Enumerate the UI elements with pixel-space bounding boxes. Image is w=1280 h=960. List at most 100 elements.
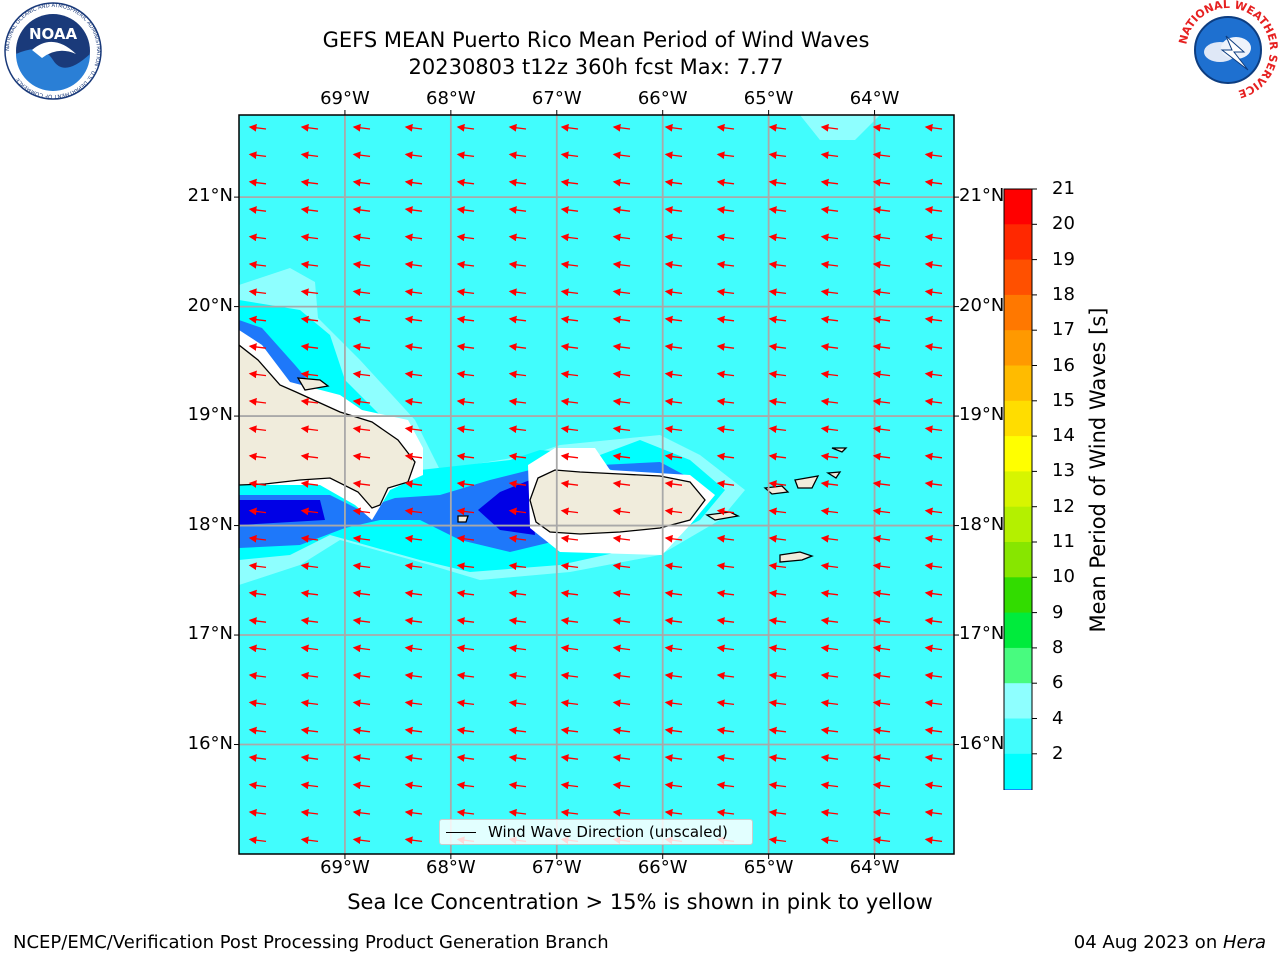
wave-direction-arrow — [716, 315, 735, 324]
wave-direction-arrow — [612, 206, 631, 214]
wave-direction-arrow — [352, 480, 371, 488]
colorbar — [1003, 188, 1037, 790]
wave-direction-arrow — [768, 589, 787, 598]
colorbar-segment — [1004, 683, 1032, 719]
wave-direction-arrow — [352, 425, 371, 434]
latitude-label: 17°N — [959, 623, 1005, 645]
wave-direction-arrow — [924, 425, 943, 434]
wave-direction-arrow — [664, 507, 683, 516]
wave-direction-arrow — [508, 233, 527, 242]
wave-direction-arrow — [716, 589, 735, 598]
wave-direction-arrow — [924, 726, 943, 735]
wave-direction-arrow — [352, 507, 371, 516]
wave-direction-arrow — [872, 589, 891, 598]
wave-direction-arrow — [404, 562, 423, 571]
wave-direction-arrow — [248, 260, 267, 269]
latitude-label: 16°N — [959, 732, 1005, 754]
wave-direction-arrow — [248, 480, 267, 488]
wave-direction-arrow — [872, 425, 891, 434]
wave-direction-arrow — [300, 288, 319, 297]
wave-direction-arrow — [560, 617, 579, 625]
wave-direction-arrow — [248, 534, 267, 543]
wave-direction-arrow — [768, 671, 787, 680]
wave-direction-arrow — [352, 123, 371, 132]
st-croix-land — [779, 551, 814, 563]
wave-direction-arrow — [560, 178, 579, 187]
sea-ice-note: Sea Ice Concentration > 15% is shown in … — [347, 890, 933, 914]
wave-direction-arrow — [768, 425, 787, 434]
latitude-label: 18°N — [187, 513, 233, 535]
colorbar-segment — [1004, 542, 1032, 578]
wave-direction-arrow — [456, 781, 475, 790]
longitude-label: 64°W — [849, 88, 900, 109]
wave-direction-arrow — [820, 562, 839, 571]
wave-direction-arrow — [924, 288, 943, 297]
wave-direction-arrow — [560, 123, 579, 132]
wave-direction-arrow — [300, 589, 319, 598]
colorbar-tick-label: 16 — [1052, 354, 1075, 376]
wave-direction-arrow — [924, 617, 943, 625]
wave-direction-arrow — [300, 808, 319, 817]
latitude-label: 17°N — [187, 623, 233, 645]
wave-direction-arrow — [352, 288, 371, 297]
wave-direction-arrow — [872, 808, 891, 817]
wave-direction-arrow — [820, 315, 839, 324]
wave-direction-arrow — [820, 644, 839, 653]
wave-direction-arrow — [560, 370, 579, 379]
footer-machine: Hera — [1222, 932, 1266, 953]
wave-direction-arrow — [404, 206, 423, 214]
wave-direction-arrow — [872, 452, 891, 461]
wave-direction-arrow — [612, 699, 631, 708]
wave-direction-arrow — [352, 206, 371, 214]
wave-direction-arrow — [404, 452, 423, 461]
wave-direction-arrow — [508, 644, 527, 653]
wave-direction-arrow — [300, 671, 319, 680]
longitude-label: 66°W — [637, 88, 688, 109]
wave-direction-arrow — [924, 644, 943, 653]
wave-direction-arrow — [300, 425, 319, 434]
wave-direction-arrow — [248, 726, 267, 735]
wave-direction-arrow — [560, 260, 579, 269]
wave-direction-arrow — [716, 507, 735, 516]
wave-direction-arrow — [508, 425, 527, 434]
wave-direction-arrow — [768, 260, 787, 269]
wave-direction-arrow — [716, 397, 735, 406]
wave-direction-arrow — [820, 151, 839, 160]
wave-direction-arrow — [560, 288, 579, 297]
wave-direction-arrow — [300, 726, 319, 735]
wave-direction-arrow — [248, 288, 267, 297]
wave-direction-arrow — [820, 480, 839, 488]
axis-ticks — [234, 110, 959, 859]
wave-direction-arrow — [716, 808, 735, 817]
wave-direction-arrow — [352, 233, 371, 242]
noaa-logo-text: NOAA — [29, 25, 78, 43]
wave-direction-arrow — [872, 562, 891, 571]
wave-direction-arrow — [352, 671, 371, 680]
wave-direction-arrow — [248, 808, 267, 817]
colorbar-segment — [1004, 400, 1032, 437]
wave-direction-arrow — [248, 425, 267, 434]
wave-direction-arrow — [820, 726, 839, 735]
latitude-label: 20°N — [959, 294, 1005, 316]
colorbar-tick-label: 18 — [1052, 283, 1075, 305]
latitude-label: 16°N — [187, 732, 233, 754]
wave-direction-arrow — [248, 233, 267, 242]
wave-direction-arrow — [300, 397, 319, 406]
wave-direction-arrow — [248, 315, 267, 324]
wave-direction-arrow — [612, 644, 631, 653]
wave-direction-arrow — [352, 260, 371, 269]
wave-direction-arrow — [664, 370, 683, 379]
colorbar-tick-label: 10 — [1052, 566, 1075, 588]
wave-direction-arrow — [560, 480, 579, 488]
wave-direction-arrow — [872, 233, 891, 242]
wave-direction-arrow — [404, 754, 423, 762]
wave-direction-arrow — [508, 370, 527, 379]
wave-direction-arrow — [820, 781, 839, 790]
wave-direction-arrow — [248, 589, 267, 598]
nws-logo: NATIONAL WEATHER SERVICE — [1176, 0, 1280, 100]
wave-direction-arrow — [352, 589, 371, 598]
wave-direction-arrow — [664, 206, 683, 214]
colorbar-segment — [1004, 436, 1032, 472]
wave-direction-arrow — [768, 343, 787, 351]
wave-direction-arrow — [352, 397, 371, 406]
